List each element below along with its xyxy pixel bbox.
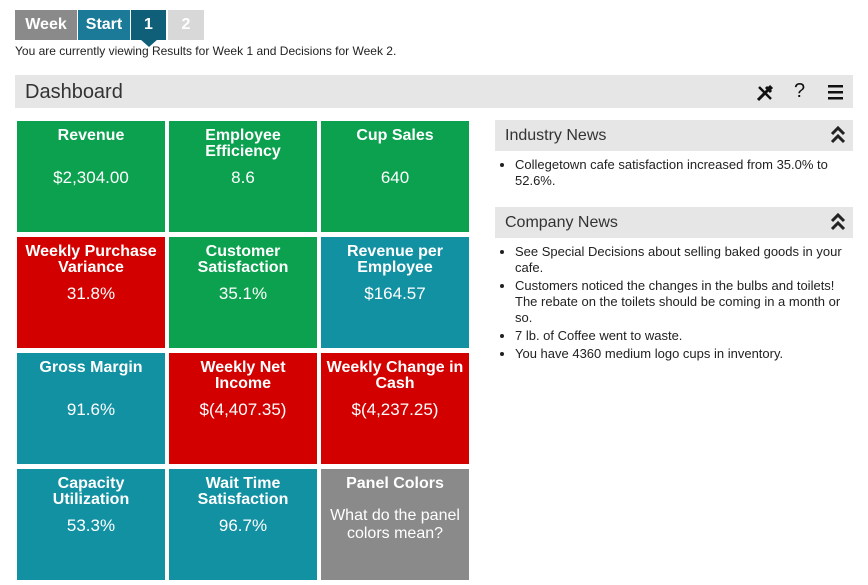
tile-value: $2,304.00 — [53, 168, 129, 187]
news-item: 7 lb. of Coffee went to waste. — [515, 328, 853, 344]
metric-tile[interactable]: Cup Sales 640 — [321, 121, 469, 232]
dashboard-title: Dashboard — [25, 81, 123, 103]
week-tab: Week — [15, 10, 77, 40]
status-text: You are currently viewing Results for We… — [15, 44, 397, 58]
metric-tile[interactable]: Gross Margin 91.6% — [17, 353, 165, 464]
metric-tile[interactable]: Panel Colors What do the panel colors mea… — [321, 469, 469, 580]
tile-value: 96.7% — [218, 516, 268, 535]
tile-title: Customer Satisfaction — [197, 243, 289, 276]
news-item: Collegetown cafe satisfaction increased … — [515, 157, 853, 189]
metric-tile[interactable]: Weekly Change in Cash $(4,237.25) — [321, 353, 469, 464]
tile-value: 640 — [380, 168, 410, 187]
metric-tile[interactable]: Wait Time Satisfaction 96.7% — [169, 469, 317, 580]
metric-tile[interactable]: Weekly Purchase Variance 31.8% — [17, 237, 165, 348]
dashboard-bar: Dashboard ? — [15, 75, 853, 108]
tile-value: $(4,407.35) — [199, 400, 287, 419]
tile-title: Revenue — [57, 127, 125, 144]
panel-title: Industry News — [505, 127, 607, 144]
tile-title: Weekly Net Income — [200, 359, 286, 392]
tile-title: Panel Colors — [346, 475, 444, 492]
tile-value: 91.6% — [66, 400, 116, 419]
tile-value: $(4,237.25) — [351, 400, 439, 419]
tile-title: Employee Efficiency — [205, 127, 281, 160]
start-tab[interactable]: Start — [78, 10, 130, 40]
metric-tile[interactable]: Capacity Utilization 53.3% — [17, 469, 165, 580]
metric-tile[interactable]: Revenue $2,304.00 — [17, 121, 165, 232]
collapse-icon[interactable] — [830, 126, 846, 144]
settings-icon[interactable] — [755, 83, 775, 103]
industry-news-list: Collegetown cafe satisfaction increased … — [495, 157, 853, 191]
help-icon[interactable]: ? — [794, 80, 806, 102]
tile-title: Gross Margin — [39, 359, 143, 376]
news-item: Customers noticed the changes in the bul… — [515, 278, 853, 326]
tile-value: 53.3% — [66, 516, 116, 535]
news-item: See Special Decisions about selling bake… — [515, 244, 853, 276]
metric-tile[interactable]: Revenue per Employee $164.57 — [321, 237, 469, 348]
metric-tile[interactable]: Employee Efficiency 8.6 — [169, 121, 317, 232]
tile-title: Wait Time Satisfaction — [197, 475, 289, 508]
metric-tile[interactable]: Weekly Net Income $(4,407.35) — [169, 353, 317, 464]
company-news-list: See Special Decisions about selling bake… — [495, 244, 853, 364]
tile-title: Weekly Change in Cash — [326, 359, 464, 392]
news-item: You have 4360 medium logo cups in invent… — [515, 346, 853, 362]
metric-tile[interactable]: Customer Satisfaction 35.1% — [169, 237, 317, 348]
tile-value: 8.6 — [231, 168, 255, 187]
tile-title: Cup Sales — [356, 127, 434, 144]
active-pointer — [140, 39, 158, 47]
tile-title: Revenue per Employee — [346, 243, 444, 276]
tile-title: Capacity Utilization — [52, 475, 130, 508]
panel-title: Company News — [505, 214, 618, 231]
tile-value: 35.1% — [218, 284, 268, 303]
week-1-tab[interactable]: 1 — [131, 10, 166, 40]
week-2-tab[interactable]: 2 — [168, 10, 204, 40]
tile-value: $164.57 — [364, 284, 426, 303]
tile-value: 31.8% — [66, 284, 116, 303]
tile-question[interactable]: What do the panel colors mean? — [330, 507, 460, 542]
tile-title: Weekly Purchase Variance — [25, 243, 157, 276]
company-news-header: Company News — [495, 207, 853, 238]
collapse-icon[interactable] — [830, 213, 846, 231]
menu-icon[interactable] — [828, 85, 844, 101]
industry-news-header: Industry News — [495, 120, 853, 151]
